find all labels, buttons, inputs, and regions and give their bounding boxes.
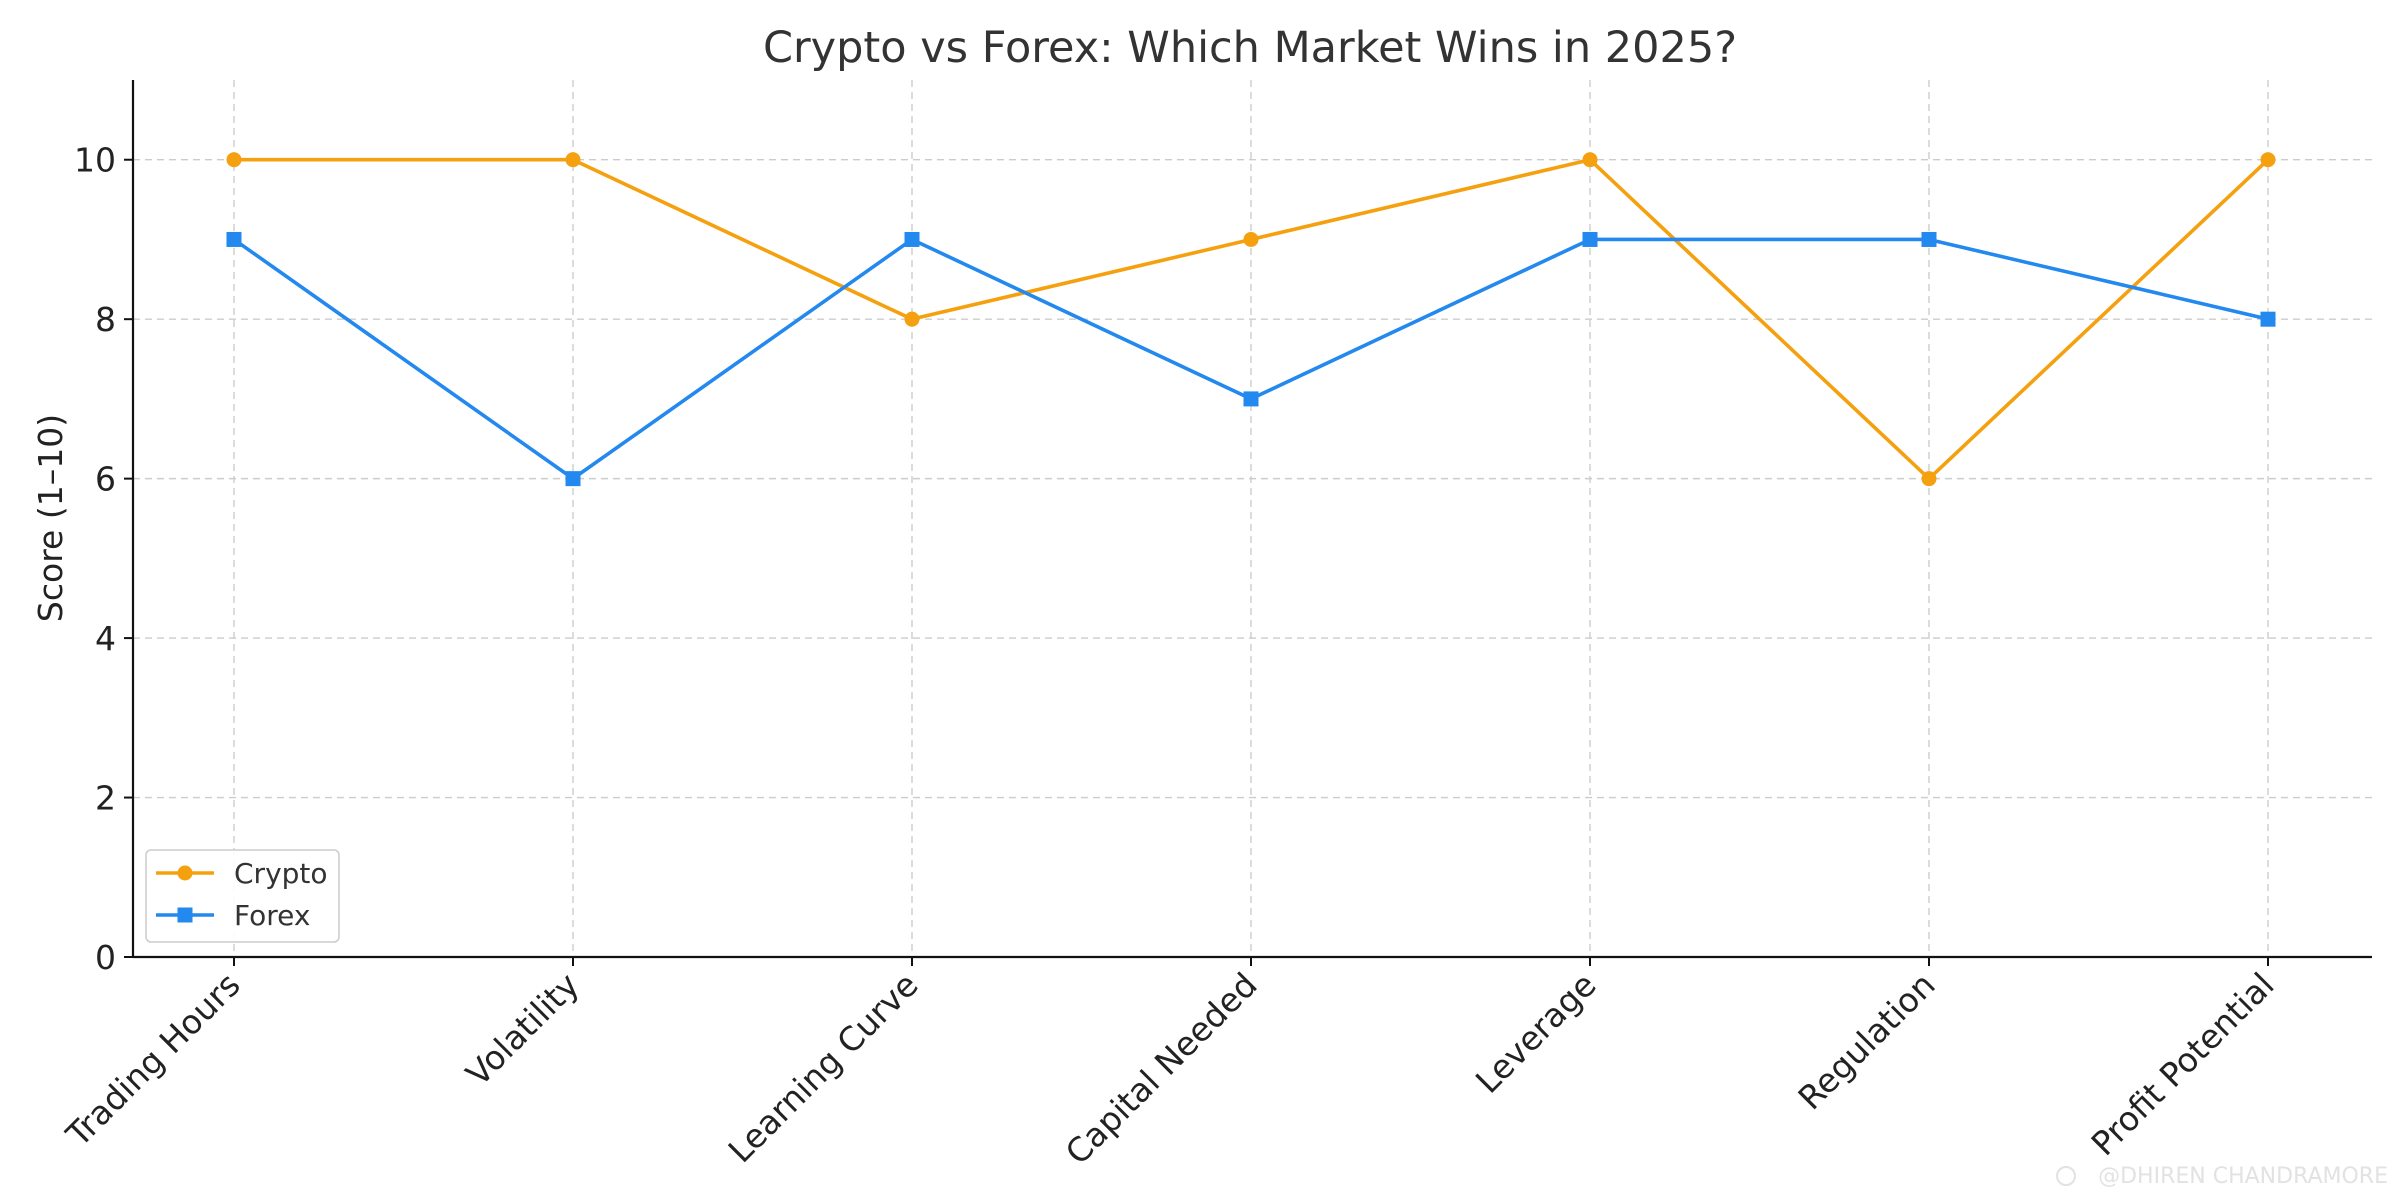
data-point [226, 152, 242, 168]
x-ticks: Trading Hours Volatility Learning Curve Cap… [58, 957, 2282, 1172]
legend-item-forex: Forex [156, 899, 310, 932]
legend-item-crypto: Crypto [156, 857, 328, 890]
y-tick-label: 2 [95, 779, 116, 818]
legend-label: Crypto [234, 857, 328, 890]
data-point [904, 311, 920, 327]
watermark: @DHIREN CHANDRAMORE [2098, 1164, 2388, 1189]
x-tick-label: Learning Curve [721, 965, 926, 1170]
data-point [1921, 471, 1937, 487]
data-point [904, 231, 920, 247]
data-point [1582, 152, 1598, 168]
x-tick-label: Leverage [1468, 965, 1604, 1101]
data-point [226, 231, 242, 247]
y-axis-label: Score (1–10) [31, 414, 70, 622]
y-tick-label: 8 [95, 300, 116, 339]
data-point [565, 152, 581, 168]
legend-marker [177, 907, 193, 923]
y-ticks: 0 2 4 6 8 10 [74, 141, 133, 977]
data-point [565, 471, 581, 487]
data-point [2260, 311, 2276, 327]
chart-title: Crypto vs Forex: Which Market Wins in 20… [763, 23, 1737, 73]
x-tick-label: Trading Hours [58, 965, 248, 1155]
y-tick-label: 6 [95, 460, 116, 499]
data-point [1582, 231, 1598, 247]
x-tick-label: Volatility [458, 965, 586, 1093]
legend: Crypto Forex [145, 849, 340, 943]
series-crypto [226, 152, 2276, 487]
series-forex [226, 231, 2276, 487]
legend-label: Forex [234, 899, 310, 932]
x-tick-label: Capital Needed [1058, 965, 1265, 1172]
series [226, 152, 2276, 487]
y-tick-label: 0 [95, 938, 116, 977]
data-point [1243, 391, 1259, 407]
data-point [1243, 231, 1259, 247]
x-tick-label: Regulation [1790, 965, 1942, 1117]
data-point [1921, 231, 1937, 247]
y-tick-label: 10 [74, 141, 116, 180]
data-point [2260, 152, 2276, 168]
watermark-logo-icon [2056, 1166, 2076, 1186]
x-tick-label: Profit Potential [2084, 965, 2282, 1163]
legend-marker [177, 865, 193, 881]
y-tick-label: 4 [95, 619, 116, 658]
grid [133, 80, 2372, 957]
